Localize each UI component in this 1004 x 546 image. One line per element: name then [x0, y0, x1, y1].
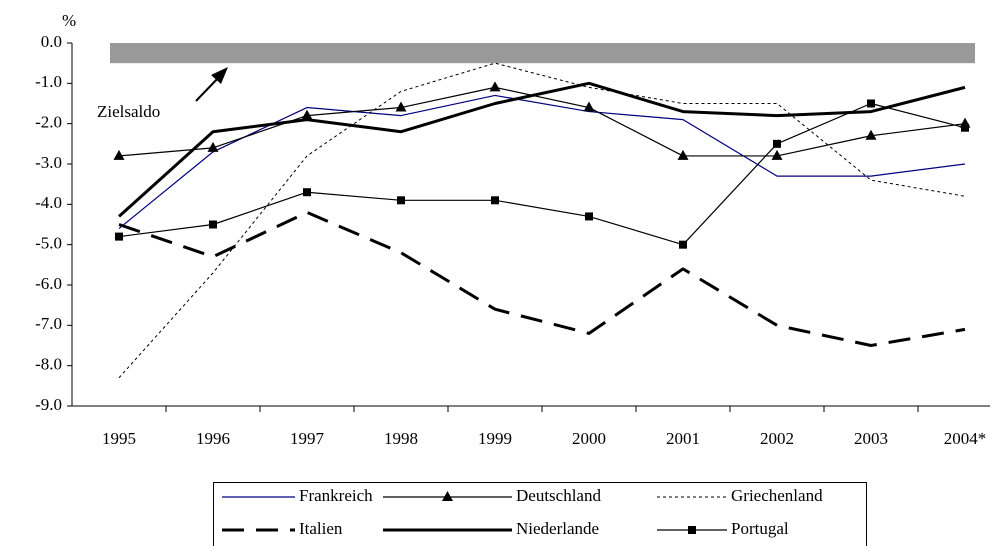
- series-line: [118, 62, 966, 379]
- data-point: [207, 141, 219, 152]
- data-point: [865, 129, 877, 140]
- data-point: [113, 149, 125, 160]
- data-point: [301, 109, 313, 120]
- x-tick-label: 1995: [102, 429, 136, 448]
- legend-label: Italien: [299, 519, 343, 538]
- target-band: [110, 43, 975, 64]
- legend-marker: [688, 526, 696, 534]
- x-tick-label: 2000: [572, 429, 606, 448]
- data-point: [209, 220, 217, 229]
- annotation: Zielsaldo: [97, 102, 160, 121]
- legend-label: Frankreich: [299, 486, 373, 505]
- y-tick-label: -5.0: [35, 234, 62, 253]
- legend-label: Niederlande: [516, 519, 599, 538]
- y-tick-label: -9.0: [35, 395, 62, 414]
- y-unit: %: [62, 11, 76, 30]
- series-line: [117, 81, 966, 218]
- y-tick-label: -3.0: [35, 153, 62, 172]
- y-tick-label: 0.0: [41, 32, 62, 51]
- x-tick-label: 2002: [760, 429, 794, 448]
- data-point: [491, 196, 499, 205]
- annotation-arrowhead: [211, 67, 228, 84]
- series-line: [118, 94, 966, 229]
- x-tick-label: 1996: [196, 429, 230, 448]
- x-tick-label: 2003: [854, 429, 888, 448]
- data-point: [679, 240, 687, 249]
- x-tick-label: 1999: [478, 429, 512, 448]
- x-tick-label: 2001: [666, 429, 700, 448]
- legend-label: Deutschland: [516, 486, 601, 505]
- y-tick-label: -8.0: [35, 355, 62, 374]
- x-tick-label: 1997: [290, 429, 325, 448]
- data-point: [303, 188, 311, 197]
- y-tick-label: -1.0: [35, 72, 62, 91]
- legend-label: Griechenland: [731, 486, 823, 505]
- legend-box: [213, 482, 867, 546]
- data-point: [115, 232, 123, 241]
- data-point: [395, 101, 407, 112]
- y-tick-label: -2.0: [35, 113, 62, 132]
- data-point: [397, 196, 405, 205]
- legend-label: Portugal: [731, 519, 789, 538]
- data-point: [585, 212, 593, 221]
- legend-marker: [442, 491, 453, 501]
- series-line: [118, 210, 966, 347]
- x-tick-label: 2004*: [944, 429, 987, 448]
- data-point: [489, 81, 501, 92]
- data-point: [867, 99, 875, 108]
- data-point: [961, 123, 969, 132]
- data-point: [773, 139, 781, 148]
- series-line: [118, 102, 966, 246]
- x-tick-label: 1998: [384, 429, 418, 448]
- y-tick-label: -6.0: [35, 274, 62, 293]
- y-tick-label: -7.0: [35, 314, 62, 333]
- y-tick-label: -4.0: [35, 193, 62, 212]
- data-point: [583, 101, 595, 112]
- data-point: [771, 149, 783, 160]
- annotation-arrow: [195, 75, 221, 102]
- series-line: [118, 86, 966, 157]
- data-point: [677, 149, 689, 160]
